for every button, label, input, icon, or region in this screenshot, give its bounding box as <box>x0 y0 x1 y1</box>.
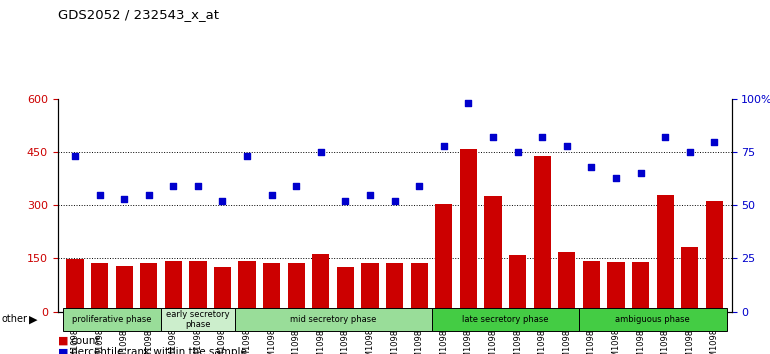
Bar <box>558 252 575 312</box>
Point <box>462 101 474 106</box>
Bar <box>410 263 428 312</box>
Text: early secretory
phase: early secretory phase <box>166 310 229 329</box>
Point <box>610 175 622 181</box>
Point <box>585 164 598 170</box>
Text: percentile rank within the sample: percentile rank within the sample <box>71 347 246 354</box>
FancyBboxPatch shape <box>431 308 579 331</box>
Point <box>266 192 278 198</box>
Point <box>659 135 671 140</box>
Point <box>216 198 229 204</box>
Point <box>340 198 352 204</box>
FancyBboxPatch shape <box>161 308 235 331</box>
Point <box>437 143 450 149</box>
Text: late secretory phase: late secretory phase <box>462 315 548 324</box>
Point <box>634 171 647 176</box>
Bar <box>657 195 674 312</box>
Point <box>536 135 548 140</box>
Point <box>684 149 696 155</box>
Bar <box>91 263 108 312</box>
Bar <box>386 263 403 312</box>
Bar <box>460 149 477 312</box>
Bar <box>116 266 132 312</box>
Bar <box>189 261 206 312</box>
Point <box>192 183 204 189</box>
Point <box>511 149 524 155</box>
Text: proliferative phase: proliferative phase <box>72 315 152 324</box>
Text: ■: ■ <box>58 347 69 354</box>
Point <box>93 192 105 198</box>
Point <box>413 183 425 189</box>
Text: ambiguous phase: ambiguous phase <box>615 315 690 324</box>
Bar <box>313 254 330 312</box>
FancyBboxPatch shape <box>579 308 727 331</box>
Bar <box>484 196 501 312</box>
Point <box>241 154 253 159</box>
Bar <box>214 267 231 312</box>
FancyBboxPatch shape <box>62 308 161 331</box>
Point <box>167 183 179 189</box>
Text: count: count <box>71 336 100 346</box>
Text: GDS2052 / 232543_x_at: GDS2052 / 232543_x_at <box>58 8 219 21</box>
Bar <box>239 261 256 312</box>
Bar <box>681 247 698 312</box>
Point <box>487 135 499 140</box>
Text: ▶: ▶ <box>29 314 38 325</box>
Text: mid secretory phase: mid secretory phase <box>290 315 377 324</box>
Point <box>69 154 81 159</box>
Point <box>290 183 303 189</box>
Bar <box>263 263 280 312</box>
Bar <box>66 259 84 312</box>
Bar <box>608 262 624 312</box>
Bar <box>288 263 305 312</box>
Point <box>142 192 155 198</box>
Bar <box>336 267 354 312</box>
Point <box>388 198 400 204</box>
Point <box>364 192 377 198</box>
Bar <box>705 201 723 312</box>
Point <box>708 139 721 144</box>
Point <box>315 149 327 155</box>
Text: ■: ■ <box>58 336 69 346</box>
Bar <box>583 261 600 312</box>
Bar <box>632 262 649 312</box>
Bar <box>140 263 157 312</box>
Point <box>561 143 573 149</box>
Bar <box>361 263 379 312</box>
Bar <box>435 204 453 312</box>
Bar <box>509 255 526 312</box>
Bar <box>534 156 551 312</box>
Point <box>118 196 130 202</box>
Text: other: other <box>2 314 28 325</box>
FancyBboxPatch shape <box>235 308 431 331</box>
Bar <box>165 261 182 312</box>
